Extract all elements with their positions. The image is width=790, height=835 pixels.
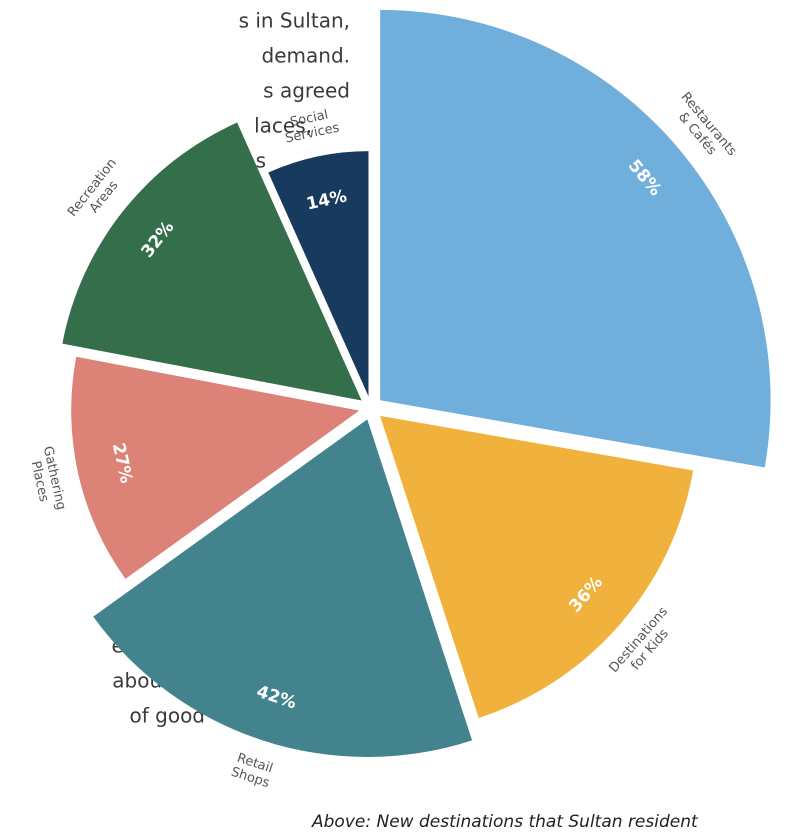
category-label: RetailShops xyxy=(229,750,276,791)
wedge xyxy=(380,9,771,468)
paragraph-text: s in Sultan, xyxy=(239,9,350,33)
wedge xyxy=(380,415,694,718)
wedge xyxy=(62,122,362,401)
paragraph-text: s agreed xyxy=(263,79,350,103)
wedge xyxy=(268,151,369,397)
category-label: GatheringPlaces xyxy=(26,445,69,515)
paragraph-text: laces, xyxy=(254,114,312,138)
wedge xyxy=(93,419,473,758)
caption: Above: New destinations that Sultan resi… xyxy=(311,812,699,832)
wedge xyxy=(71,356,360,579)
paragraph-text: demand. xyxy=(262,44,350,68)
